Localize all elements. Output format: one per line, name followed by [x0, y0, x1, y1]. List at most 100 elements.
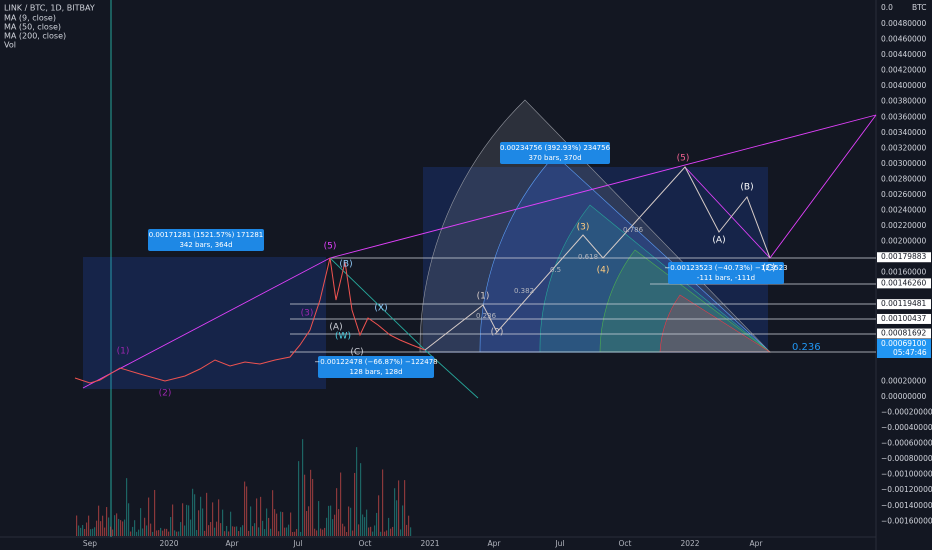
volume-bar	[156, 530, 158, 536]
volume-bar	[316, 530, 318, 536]
fib-label: 0.618	[578, 253, 598, 261]
volume-bar	[244, 481, 246, 536]
volume-bar	[298, 461, 300, 536]
price-label: 0.00160000	[881, 268, 927, 277]
volume-bar	[118, 518, 120, 536]
fib-label: 0.236	[476, 312, 497, 320]
volume-bar	[370, 526, 372, 536]
volume-bar	[314, 528, 316, 536]
wave-label: (A)	[329, 323, 342, 333]
wave-label: (5)	[677, 154, 690, 164]
price-label: 0.00440000	[881, 50, 927, 59]
volume-bar	[152, 531, 154, 536]
volume-bar	[360, 463, 362, 536]
volume-bar	[302, 439, 304, 536]
price-label: 0.00460000	[881, 35, 927, 44]
volume-bar	[84, 528, 86, 536]
volume-bar	[344, 526, 346, 536]
volume-bar	[258, 527, 260, 536]
indicator: Vol	[4, 41, 16, 50]
volume-bar	[406, 524, 408, 536]
price-label: −0.00160000	[881, 516, 932, 525]
price-label: 0.00360000	[881, 112, 927, 121]
fib-level: 0.236	[792, 342, 821, 353]
volume-bar	[80, 527, 82, 536]
volume-bar	[150, 523, 152, 536]
wave-label: (1)	[477, 292, 490, 302]
volume-bar	[236, 526, 238, 536]
volume-bar	[224, 531, 226, 536]
volume-bar	[172, 504, 174, 536]
volume-bar	[154, 489, 156, 536]
symbol: LINK / BTC, 1D, BITBAY	[4, 4, 95, 13]
volume-bar	[208, 525, 210, 536]
volume-bar	[192, 488, 194, 536]
volume-bar	[274, 509, 276, 536]
volume-bar	[398, 480, 400, 536]
volume-bar	[252, 526, 254, 536]
volume-bar	[230, 511, 232, 536]
volume-bar	[288, 524, 290, 536]
volume-bar	[296, 529, 298, 536]
volume-bar	[248, 530, 250, 536]
volume-bar	[142, 528, 144, 536]
price-label: 0.0	[881, 3, 893, 12]
volume-bar	[112, 529, 114, 536]
price-line	[74, 257, 426, 384]
volume-bar	[188, 505, 190, 536]
price-label: −0.00060000	[881, 439, 932, 448]
price-marker	[877, 278, 931, 289]
time-label: Jul	[292, 539, 302, 548]
volume-bar	[254, 523, 256, 536]
volume-bar	[126, 478, 128, 536]
volume-bar	[368, 527, 370, 536]
volume-bar	[366, 509, 368, 536]
measure-bars: 370 bars, 370d	[528, 154, 581, 162]
volume-bar	[218, 499, 220, 536]
volume-bar	[392, 526, 394, 536]
volume-bar	[260, 496, 262, 536]
volume-bar	[362, 514, 364, 536]
volume-bar	[346, 531, 348, 536]
volume-bar	[158, 530, 160, 536]
volume-bar	[114, 515, 116, 536]
wave-label: (5)	[324, 242, 337, 252]
volume-bar	[88, 515, 90, 536]
indicator: MA (50, close)	[4, 23, 61, 32]
volume-bar	[178, 531, 180, 536]
volume-bar	[132, 526, 134, 536]
volume-bar	[350, 507, 352, 536]
price-label: −0.00020000	[881, 408, 932, 417]
volume-bar	[382, 469, 384, 536]
last-price	[877, 339, 931, 358]
volume-bar	[120, 520, 122, 536]
volume-bar	[342, 523, 344, 536]
volume-bar	[332, 519, 334, 536]
volume-bar	[180, 522, 182, 536]
time-label: 2021	[420, 539, 439, 548]
volume-bar	[242, 525, 244, 536]
volume-bar	[94, 527, 96, 536]
volume-bar	[352, 530, 354, 536]
volume-bar	[200, 496, 202, 536]
volume-bar	[388, 517, 390, 536]
volume-bar	[226, 525, 228, 536]
volume-bar	[222, 509, 224, 536]
currency: BTC	[912, 3, 927, 12]
volume-bar	[372, 531, 374, 536]
volume-bar	[354, 472, 356, 536]
volume-bar	[234, 526, 236, 536]
volume-bar	[176, 531, 178, 536]
volume-bar	[82, 524, 84, 536]
volume-bar	[294, 531, 296, 536]
price-marker-label: 0.00146260	[881, 278, 927, 287]
price-label: 0.00340000	[881, 128, 927, 137]
wave-label: (A)	[712, 236, 725, 246]
volume-bar	[290, 512, 292, 536]
volume-bar	[76, 515, 78, 536]
price-marker-label: 0.00179883	[881, 252, 927, 261]
volume-bar	[194, 494, 196, 536]
volume-bar	[322, 529, 324, 536]
volume-bar	[214, 527, 216, 536]
volume-bar	[110, 526, 112, 536]
